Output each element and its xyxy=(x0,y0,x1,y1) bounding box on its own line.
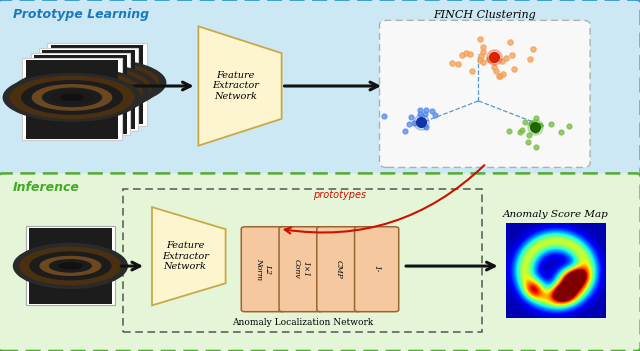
Ellipse shape xyxy=(77,84,100,91)
Ellipse shape xyxy=(69,89,92,96)
Text: Feature
Extractor
Network: Feature Extractor Network xyxy=(212,71,259,101)
Ellipse shape xyxy=(19,63,158,112)
Ellipse shape xyxy=(13,243,128,289)
Ellipse shape xyxy=(28,58,166,107)
FancyBboxPatch shape xyxy=(380,20,590,167)
Ellipse shape xyxy=(60,86,101,99)
Ellipse shape xyxy=(67,73,127,92)
Ellipse shape xyxy=(38,70,140,105)
Bar xyxy=(29,228,112,304)
FancyBboxPatch shape xyxy=(279,227,323,312)
Ellipse shape xyxy=(76,76,118,89)
Ellipse shape xyxy=(51,91,93,104)
Ellipse shape xyxy=(61,94,83,101)
FancyBboxPatch shape xyxy=(22,58,122,140)
FancyBboxPatch shape xyxy=(317,227,361,312)
Ellipse shape xyxy=(32,84,113,111)
Polygon shape xyxy=(152,207,226,305)
Ellipse shape xyxy=(58,262,83,270)
Text: Anomaly Score Map: Anomaly Score Map xyxy=(502,210,608,219)
Text: Anomaly Localization Network: Anomaly Localization Network xyxy=(232,318,373,327)
FancyBboxPatch shape xyxy=(26,226,115,305)
Ellipse shape xyxy=(3,73,141,122)
Bar xyxy=(34,55,127,134)
FancyBboxPatch shape xyxy=(0,173,640,351)
Ellipse shape xyxy=(10,76,134,119)
Ellipse shape xyxy=(26,66,151,109)
Text: Feature
Extractor
Network: Feature Extractor Network xyxy=(162,241,209,271)
Polygon shape xyxy=(198,26,282,146)
FancyBboxPatch shape xyxy=(47,43,147,126)
FancyBboxPatch shape xyxy=(31,53,130,135)
Text: L2
Norm: L2 Norm xyxy=(255,258,272,280)
Ellipse shape xyxy=(86,79,109,86)
Ellipse shape xyxy=(18,71,143,114)
Ellipse shape xyxy=(42,87,102,107)
Bar xyxy=(51,45,143,124)
Text: Prototype Learning: Prototype Learning xyxy=(13,8,149,21)
FancyBboxPatch shape xyxy=(39,48,138,131)
Text: CMP: CMP xyxy=(335,260,343,279)
Bar xyxy=(26,60,118,139)
Ellipse shape xyxy=(35,61,159,104)
Text: FINCH Clustering: FINCH Clustering xyxy=(433,11,536,20)
Ellipse shape xyxy=(29,251,111,280)
Text: Inference: Inference xyxy=(13,181,79,194)
Text: 1×1
Conv: 1×1 Conv xyxy=(292,259,310,279)
Ellipse shape xyxy=(29,75,131,110)
Ellipse shape xyxy=(68,81,109,94)
Ellipse shape xyxy=(58,78,119,97)
Text: prototypes: prototypes xyxy=(312,190,366,200)
Ellipse shape xyxy=(40,79,120,106)
Ellipse shape xyxy=(49,259,92,273)
Ellipse shape xyxy=(11,68,150,117)
Ellipse shape xyxy=(57,69,138,96)
FancyBboxPatch shape xyxy=(0,0,640,177)
Ellipse shape xyxy=(39,256,102,276)
Ellipse shape xyxy=(21,80,123,115)
Ellipse shape xyxy=(50,82,111,102)
Ellipse shape xyxy=(49,74,129,101)
FancyBboxPatch shape xyxy=(355,227,399,312)
Text: 1-: 1- xyxy=(372,265,381,273)
Ellipse shape xyxy=(46,65,148,100)
FancyBboxPatch shape xyxy=(241,227,285,312)
Ellipse shape xyxy=(19,246,122,285)
Bar xyxy=(42,50,135,129)
